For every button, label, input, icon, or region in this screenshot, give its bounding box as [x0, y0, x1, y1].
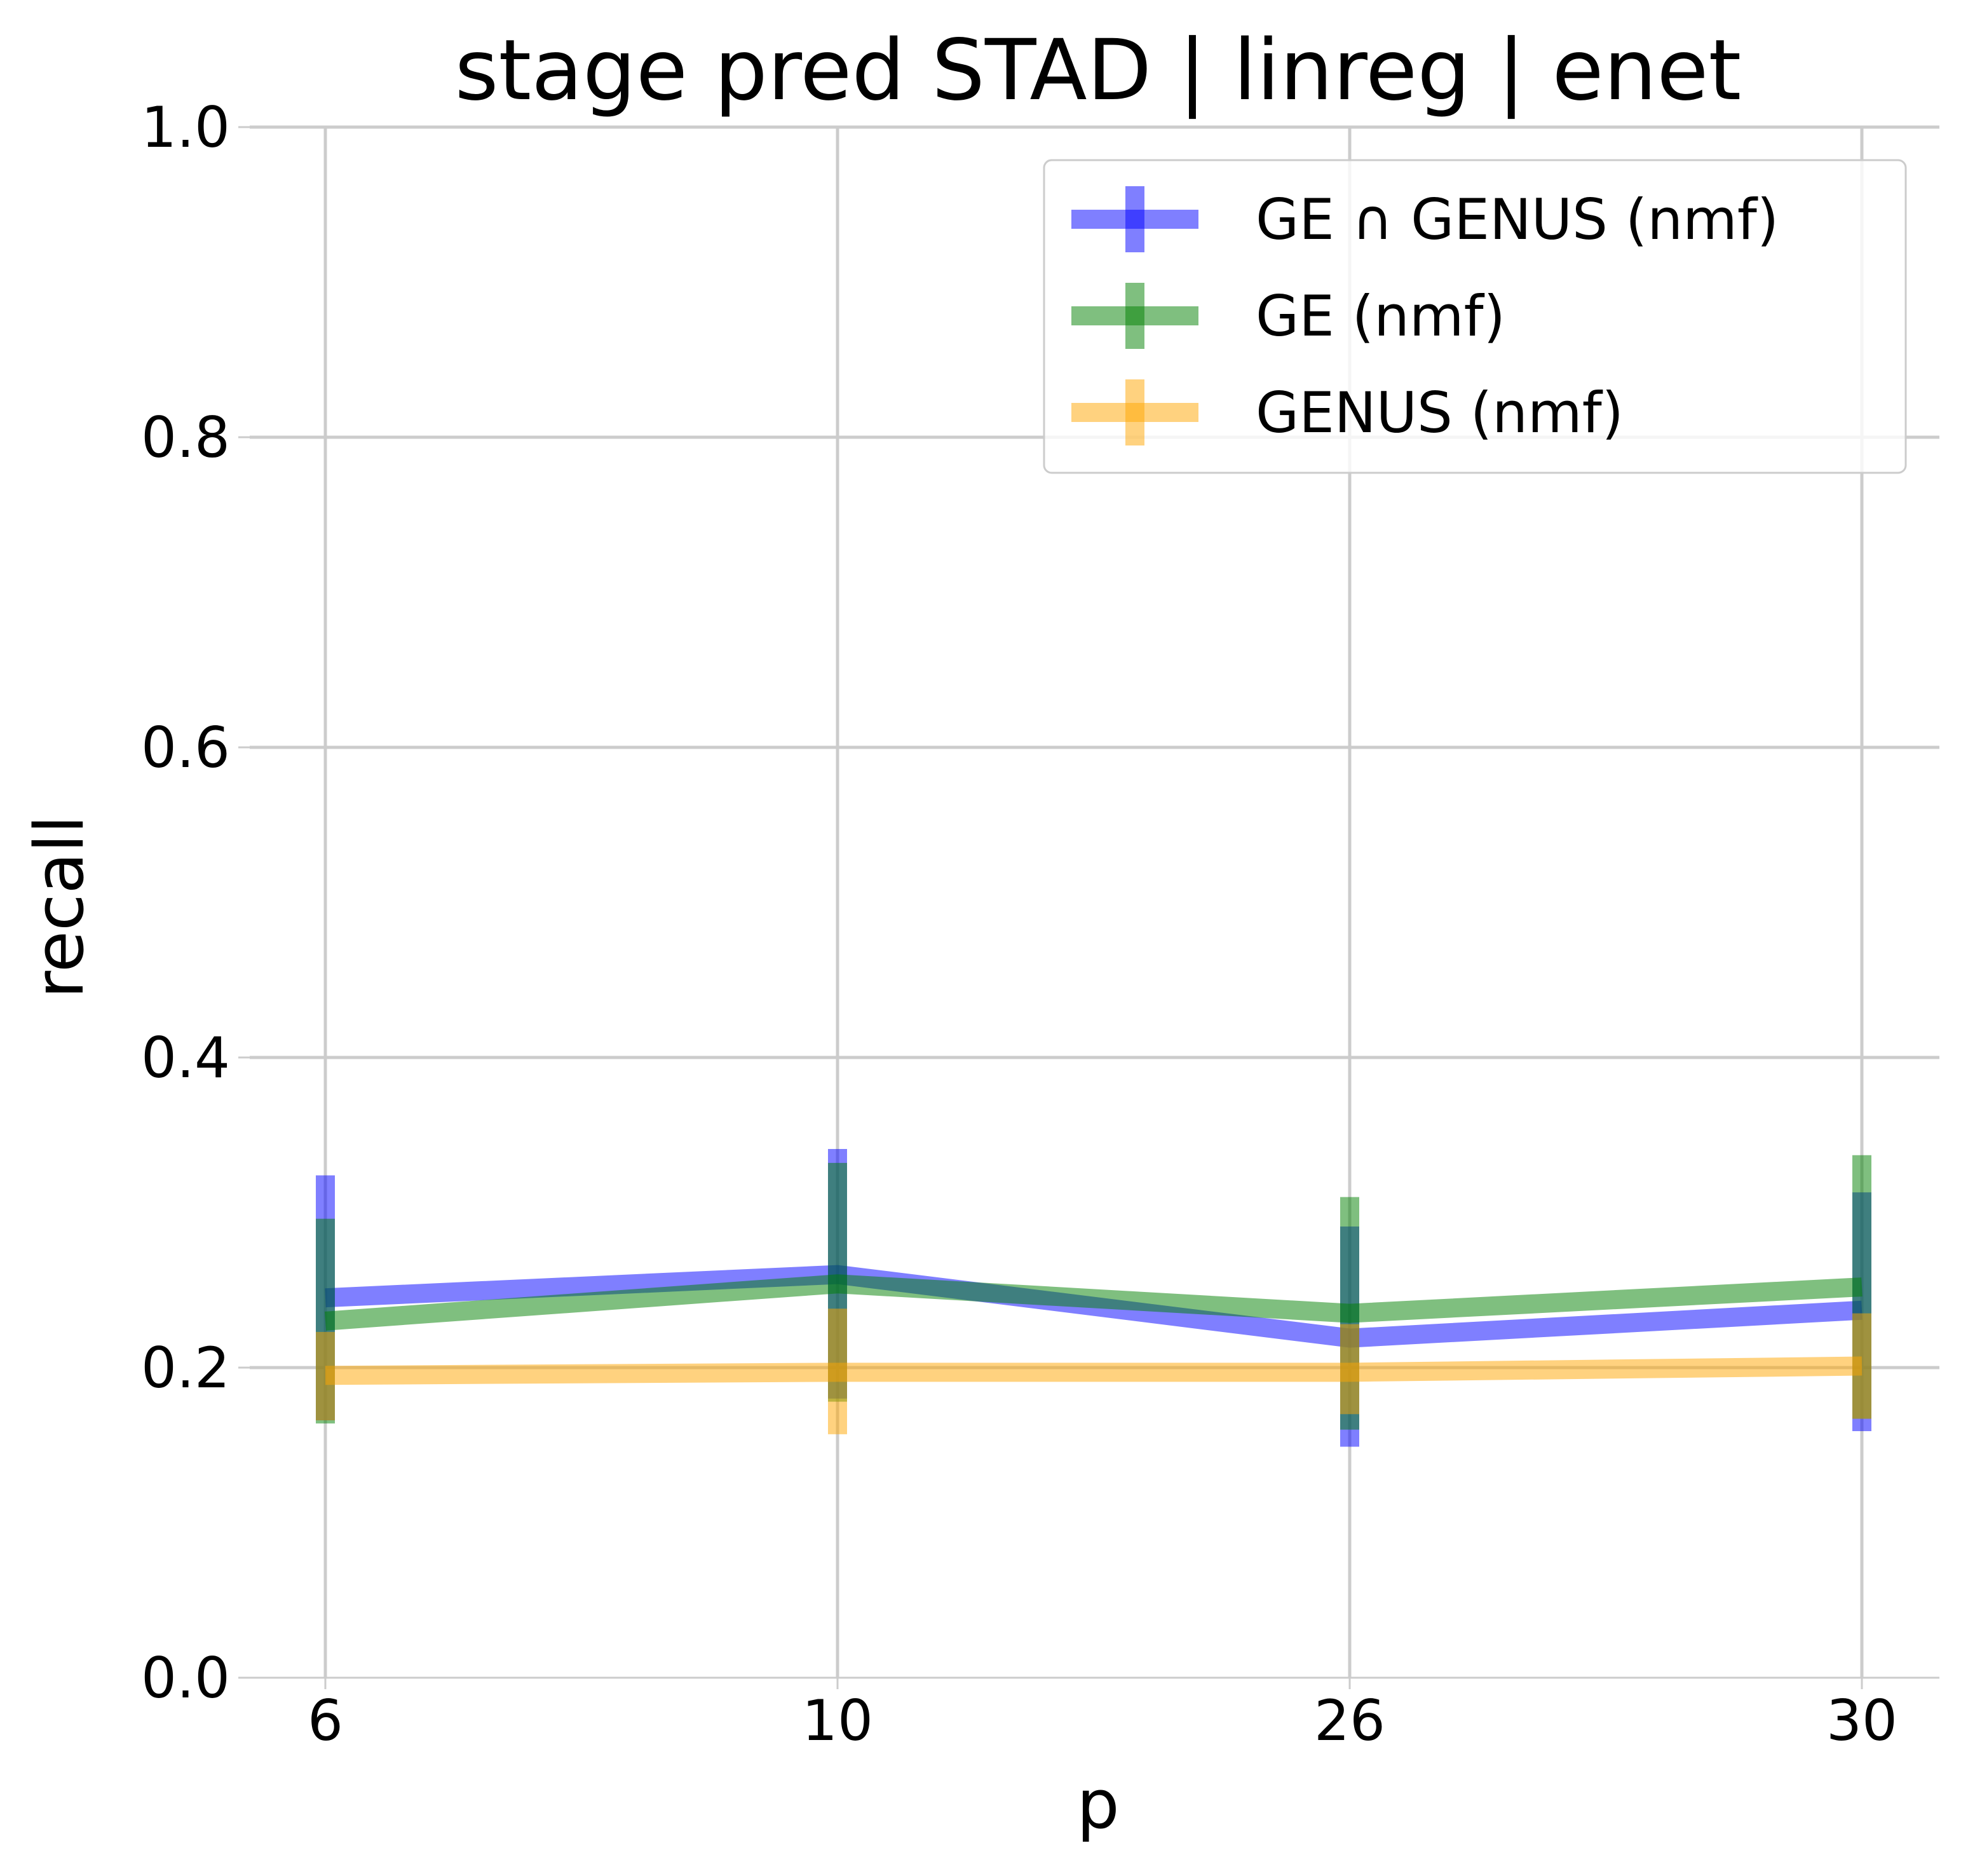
grid-layer: [250, 125, 1939, 1678]
x-tick-label: 6: [308, 1688, 343, 1753]
legend-item: GE ∩ GENUS (nmf): [1071, 186, 1779, 252]
legend-item: GE (nmf): [1071, 283, 1505, 349]
y-tick-label: 0.2: [141, 1335, 230, 1401]
series-2: [316, 1308, 1871, 1434]
legend-item: GENUS (nmf): [1071, 379, 1624, 445]
x-tick-label: 10: [802, 1688, 873, 1753]
y-tick-label: 0.6: [141, 715, 230, 780]
legend-label: GENUS (nmf): [1256, 380, 1624, 445]
legend-label: GE (nmf): [1256, 283, 1505, 349]
y-tick-label: 1.0: [141, 95, 230, 160]
x-tick-label: 26: [1314, 1688, 1385, 1753]
chart-title: stage pred STAD | linreg | enet: [455, 22, 1742, 119]
series-line: [324, 1274, 1863, 1331]
axis-layer: [238, 126, 1939, 1689]
x-axis-label: p: [1076, 1765, 1119, 1844]
y-axis-label: recall: [20, 815, 98, 999]
y-tick-label: 0.0: [141, 1645, 230, 1711]
tick-layer: 0.0 0.2 0.4 0.6 0.8 1.0 6 10 26 30: [141, 95, 1897, 1753]
x-tick-label: 30: [1826, 1688, 1897, 1753]
series-line: [325, 1356, 1863, 1385]
legend: GE ∩ GENUS (nmf) GE (nmf) GENUS (nmf): [1043, 159, 1907, 474]
series-layer: [316, 1148, 1871, 1447]
y-tick-label: 0.8: [141, 405, 230, 470]
y-tick-label: 0.4: [141, 1025, 230, 1091]
legend-box: [1043, 159, 1907, 474]
legend-label: GE ∩ GENUS (nmf): [1256, 187, 1779, 252]
